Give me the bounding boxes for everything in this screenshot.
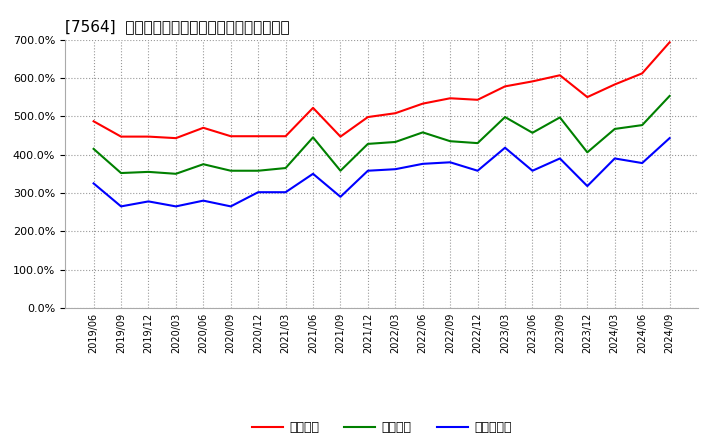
流動比率	[117, 134, 125, 139]
当座比率	[226, 168, 235, 173]
現頃金比率	[473, 168, 482, 173]
流動比率	[583, 95, 592, 100]
当座比率	[528, 130, 537, 136]
流動比率	[336, 134, 345, 139]
現頃金比率	[583, 183, 592, 189]
Legend: 流動比率, 当座比率, 現頃金比率: 流動比率, 当座比率, 現頃金比率	[246, 416, 517, 439]
当座比率	[254, 168, 263, 173]
現頃金比率	[199, 198, 207, 203]
当座比率	[583, 150, 592, 155]
現頃金比率	[171, 204, 180, 209]
当座比率	[611, 126, 619, 132]
当座比率	[418, 130, 427, 135]
現頃金比率	[391, 167, 400, 172]
当座比率	[364, 141, 372, 147]
当座比率	[144, 169, 153, 175]
流動比率	[446, 95, 454, 101]
当座比率	[199, 161, 207, 167]
現頃金比率	[309, 171, 318, 176]
流動比率	[473, 97, 482, 103]
当座比率	[473, 140, 482, 146]
流動比率	[391, 110, 400, 116]
当座比率	[171, 171, 180, 176]
当座比率	[446, 139, 454, 144]
当座比率	[282, 165, 290, 171]
Text: [7564]  流動比率、当座比率、現頃金比率の推移: [7564] 流動比率、当座比率、現頃金比率の推移	[65, 19, 289, 34]
流動比率	[171, 136, 180, 141]
Line: 流動比率: 流動比率	[94, 42, 670, 138]
現頃金比率	[665, 136, 674, 141]
流動比率	[500, 84, 509, 89]
当座比率	[309, 135, 318, 140]
流動比率	[89, 119, 98, 124]
現頃金比率	[528, 168, 537, 173]
流動比率	[309, 105, 318, 110]
現頃金比率	[418, 161, 427, 166]
現頃金比率	[556, 156, 564, 161]
当座比率	[500, 114, 509, 120]
流動比率	[611, 82, 619, 87]
当座比率	[556, 115, 564, 120]
当座比率	[336, 168, 345, 173]
流動比率	[638, 71, 647, 76]
流動比率	[254, 134, 263, 139]
流動比率	[556, 73, 564, 78]
Line: 現頃金比率: 現頃金比率	[94, 138, 670, 206]
流動比率	[199, 125, 207, 130]
流動比率	[418, 101, 427, 106]
現頃金比率	[611, 156, 619, 161]
現頃金比率	[117, 204, 125, 209]
現頃金比率	[364, 168, 372, 173]
現頃金比率	[446, 160, 454, 165]
当座比率	[638, 122, 647, 128]
現頃金比率	[254, 190, 263, 195]
現頃金比率	[638, 161, 647, 166]
当座比率	[391, 139, 400, 145]
流動比率	[528, 79, 537, 84]
当座比率	[665, 93, 674, 99]
流動比率	[226, 134, 235, 139]
当座比率	[89, 146, 98, 151]
現頃金比率	[282, 190, 290, 195]
Line: 当座比率: 当座比率	[94, 96, 670, 174]
現頃金比率	[89, 181, 98, 186]
流動比率	[144, 134, 153, 139]
現頃金比率	[226, 204, 235, 209]
現頃金比率	[336, 194, 345, 199]
流動比率	[282, 134, 290, 139]
当座比率	[117, 170, 125, 176]
現頃金比率	[144, 199, 153, 204]
現頃金比率	[500, 145, 509, 150]
流動比率	[665, 40, 674, 45]
流動比率	[364, 114, 372, 120]
